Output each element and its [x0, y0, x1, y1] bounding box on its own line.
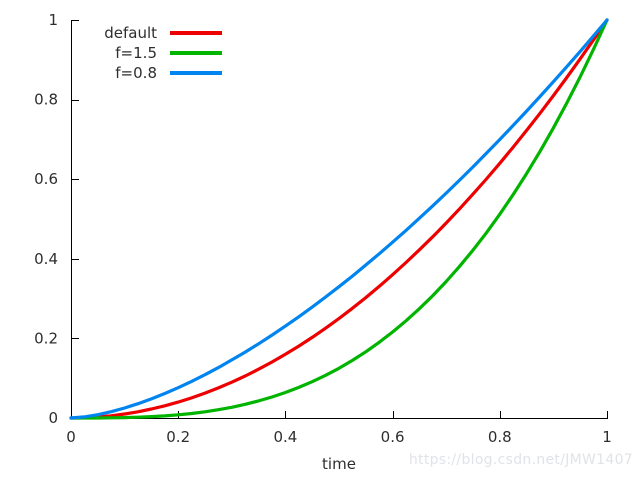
y-tick-label: 0.4 [34, 250, 58, 268]
x-tick-label: 0.6 [381, 428, 405, 446]
legend-label-f-1-5: f=1.5 [115, 44, 157, 62]
y-tick-label: 0.8 [34, 91, 58, 109]
curve-f-1-5 [69, 18, 609, 420]
x-tick-label: 0.8 [488, 428, 512, 446]
watermark-text: https://blog.csdn.net/JMW1407 [408, 452, 633, 468]
curve-f-0-8 [69, 18, 609, 420]
legend-label-f-0-8: f=0.8 [115, 64, 157, 82]
x-tick-label: 1 [602, 428, 612, 446]
x-axis-title: time [322, 455, 356, 473]
curve-default [69, 18, 609, 420]
y-tick-label: 0.6 [34, 170, 58, 188]
legend-label-default: default [104, 24, 157, 42]
x-tick-label: 0 [66, 428, 76, 446]
y-tick-label: 1 [48, 11, 58, 29]
x-tick-label: 0.2 [166, 428, 190, 446]
x-tick-label: 0.4 [273, 428, 297, 446]
y-tick-label: 0 [48, 409, 58, 427]
y-tick-label: 0.2 [34, 329, 58, 347]
